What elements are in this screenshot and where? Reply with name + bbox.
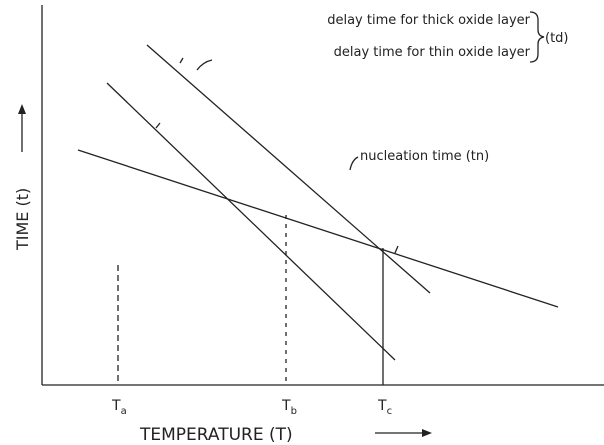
tick-subscript: b [291, 406, 297, 417]
tick-subscript: a [121, 406, 127, 417]
y-arrow-head [18, 104, 26, 114]
arrow-tick [394, 245, 399, 254]
tick-label: Tc [377, 398, 392, 417]
x-axis-label: TEMPERATURE (T) [139, 425, 293, 445]
thick-label: delay time for thick oxide layer [327, 13, 530, 28]
nucleation-line [77, 149, 559, 308]
leader [196, 59, 213, 71]
y-axis-label: TIME (t) [13, 188, 32, 251]
x-arrow-head [422, 429, 432, 437]
thin-label: delay time for thin oxide layer [334, 45, 531, 60]
tick-subscript: c [387, 406, 393, 417]
tick-label: Tb [281, 398, 297, 417]
tick-symbol: T [281, 398, 291, 414]
group-label: (td) [545, 31, 569, 46]
tick-symbol: T [377, 398, 387, 414]
brace [529, 11, 545, 63]
arrow-tick [179, 57, 184, 64]
thin-oxide-line [106, 82, 396, 361]
tick-label: Ta [111, 398, 127, 417]
leader [349, 156, 359, 171]
thick-oxide-line [146, 44, 431, 294]
tick-symbol: T [111, 398, 121, 414]
arrow-tick [155, 122, 161, 129]
nucleation-label: nucleation time (tn) [360, 149, 489, 164]
